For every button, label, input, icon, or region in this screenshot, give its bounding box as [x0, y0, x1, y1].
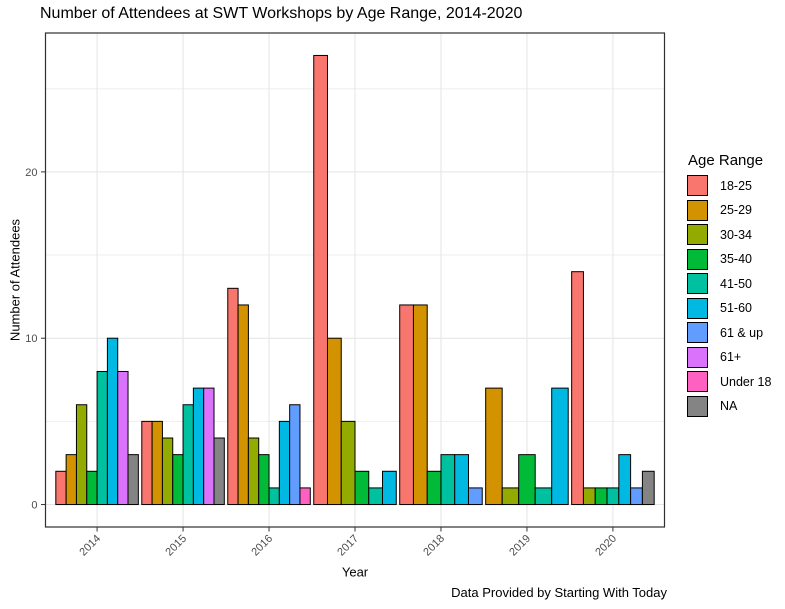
bar-2016-51-60 — [278, 420, 291, 506]
bar-2014-35-40 — [86, 470, 98, 506]
legend-label: 18-25 — [720, 178, 752, 193]
x-tick-label: 2016 — [249, 533, 275, 559]
legend-swatch — [687, 371, 708, 392]
bar-2014-18-25 — [55, 470, 67, 506]
legend-swatch — [687, 199, 708, 221]
legend-swatch — [687, 224, 708, 245]
bar-2015-35-40 — [172, 454, 184, 506]
legend-label: 51-60 — [720, 301, 752, 315]
bar-2020-35-40 — [594, 487, 608, 506]
y-tick-label: 0 — [31, 500, 37, 512]
bar-2015-51-60 — [192, 387, 205, 506]
bar-2020-51-60 — [618, 454, 632, 506]
bar-2017-25-29 — [326, 337, 342, 506]
bar-2016-30-34 — [247, 437, 260, 506]
legend-swatch — [687, 297, 708, 319]
bar-2018-61 & up — [467, 487, 483, 506]
legend-item: 61+ — [687, 346, 771, 368]
legend-swatch — [687, 346, 708, 368]
bar-2020-41-50 — [606, 487, 620, 506]
bar-2015-18-25 — [141, 420, 153, 506]
bar-2015-61+ — [203, 387, 215, 506]
bar-2018-41-50 — [440, 454, 456, 506]
bar-2014-25-29 — [65, 454, 77, 506]
legend: Age Range 18-25 25-29 30-34 35-40 41-50 51-60… — [687, 152, 771, 420]
bar-2018-51-60 — [454, 454, 469, 506]
bar-2017-35-40 — [354, 470, 370, 506]
bar-2015-30-34 — [161, 437, 174, 506]
legend-item: NA — [687, 395, 771, 417]
legend-item: 41-50 — [687, 273, 771, 294]
x-tick-label: 2015 — [163, 533, 189, 559]
legend-label: 61+ — [720, 350, 742, 364]
x-axis-title: Year — [341, 564, 369, 580]
bar-2019-35-40 — [518, 454, 536, 506]
legend-item: 61 & up — [687, 322, 771, 343]
bar-2015-25-29 — [151, 420, 163, 506]
bar-2019-41-50 — [534, 487, 553, 506]
bar-2014-NA — [127, 454, 139, 506]
legend-label: 41-50 — [720, 276, 752, 291]
chart-caption: Data Provided by Starting With Today — [451, 585, 667, 600]
bar-2019-51-60 — [551, 387, 569, 506]
y-axis-title: Number of Attendees — [7, 218, 23, 342]
legend-label: 35-40 — [720, 252, 752, 266]
legend-swatch — [687, 395, 708, 417]
bar-2014-51-60 — [106, 337, 119, 506]
bar-2017-18-25 — [313, 54, 328, 506]
legend-label: NA — [720, 399, 738, 413]
legend-swatch — [687, 175, 708, 196]
legend-label: 30-34 — [720, 227, 752, 242]
bar-2020-18-25 — [571, 271, 584, 506]
legend-label: Under 18 — [720, 374, 772, 389]
x-tick-label: 2019 — [507, 533, 533, 559]
bar-2017-41-50 — [368, 487, 384, 506]
legend-item: 30-34 — [687, 224, 771, 245]
legend-swatch — [687, 322, 708, 343]
chart-title: Number of Attendees at SWT Workshops by … — [40, 5, 523, 22]
bar-2016-Under 18 — [299, 487, 311, 506]
legend-swatch — [687, 248, 708, 270]
legend-label: 61 & up — [720, 325, 764, 340]
bar-2016-41-50 — [268, 487, 280, 506]
x-tick-label: 2014 — [77, 533, 103, 559]
bar-2015-NA — [213, 437, 225, 506]
legend-label: 25-29 — [720, 203, 752, 217]
bar-2020-61 & up — [630, 487, 643, 506]
bar-2020-NA — [641, 470, 655, 506]
y-tick-label: 10 — [25, 333, 37, 345]
legend-item: 51-60 — [687, 297, 771, 319]
bar-2014-30-34 — [75, 404, 88, 506]
legend-item: Under 18 — [687, 371, 771, 392]
legend-swatch — [687, 273, 708, 294]
bar-2016-61 & up — [289, 404, 301, 506]
legend-item: 35-40 — [687, 248, 771, 270]
bar-2015-41-50 — [182, 404, 194, 506]
y-tick-label: 20 — [25, 167, 37, 179]
bar-2014-41-50 — [96, 370, 108, 506]
bar-2014-61+ — [117, 370, 129, 506]
bar-2017-30-34 — [340, 420, 356, 506]
bar-2018-18-25 — [399, 304, 414, 506]
x-tick-label: 2017 — [335, 533, 361, 559]
legend-items: 18-25 25-29 30-34 35-40 41-50 51-60 61 & up 61+… — [687, 175, 771, 417]
bar-2020-30-34 — [582, 487, 596, 506]
bar-2019-25-29 — [485, 387, 503, 506]
legend-item: 25-29 — [687, 199, 771, 221]
x-tick-label: 2020 — [593, 533, 619, 559]
bar-2017-51-60 — [382, 470, 397, 506]
bar-2018-35-40 — [426, 470, 442, 506]
legend-item: 18-25 — [687, 175, 771, 196]
x-tick-label: 2018 — [421, 533, 447, 559]
bar-2016-18-25 — [227, 287, 239, 506]
bar-2019-30-34 — [501, 487, 520, 506]
bar-2018-25-29 — [412, 304, 428, 506]
legend-title: Age Range — [688, 152, 764, 169]
bar-2016-25-29 — [237, 304, 249, 506]
bar-2016-35-40 — [258, 454, 270, 506]
